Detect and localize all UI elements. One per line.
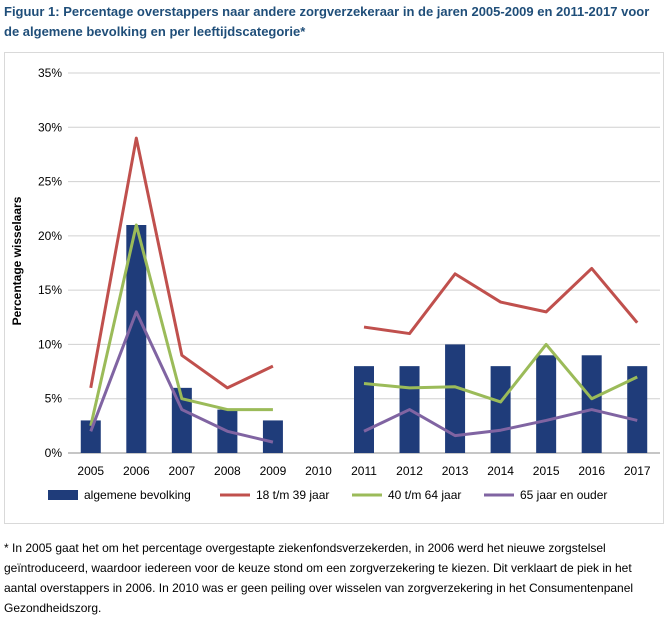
- legend-swatch: [48, 490, 78, 500]
- bar: [490, 366, 511, 453]
- figure-title: Figuur 1: Percentage overstappers naar a…: [4, 4, 650, 39]
- x-tick-label: 2010: [305, 464, 332, 478]
- x-tick-label: 2016: [578, 464, 605, 478]
- series-line: [89, 223, 273, 427]
- x-tick-label: 2007: [168, 464, 195, 478]
- x-tick-label: 2017: [624, 464, 651, 478]
- y-tick-label: 5%: [45, 392, 63, 406]
- bar: [445, 344, 466, 453]
- legend-label: 18 t/m 39 jaar: [256, 488, 329, 502]
- x-tick-label: 2015: [533, 464, 560, 478]
- series-line: [363, 342, 638, 404]
- bar: [536, 355, 557, 453]
- bar: [171, 387, 192, 453]
- y-tick-label: 30%: [38, 120, 62, 134]
- y-tick-label: 35%: [38, 66, 62, 80]
- x-tick-label: 2014: [487, 464, 514, 478]
- x-tick-label: 2005: [77, 464, 104, 478]
- series-line: [363, 408, 638, 438]
- x-tick-label: 2013: [442, 464, 469, 478]
- x-tick-label: 2009: [260, 464, 287, 478]
- y-tick-label: 20%: [38, 229, 62, 243]
- series-line: [89, 136, 274, 390]
- bar: [627, 366, 648, 453]
- y-tick-label: 10%: [38, 337, 62, 351]
- legend-label: 40 t/m 64 jaar: [388, 488, 461, 502]
- bar: [262, 420, 283, 453]
- y-axis-label: Percentage wisselaars: [10, 196, 24, 325]
- bar: [126, 225, 147, 453]
- x-tick-label: 2011: [351, 464, 377, 478]
- series-line: [89, 310, 274, 444]
- footnote: * In 2005 gaat het om het percentage ove…: [4, 541, 634, 615]
- x-tick-label: 2008: [214, 464, 241, 478]
- y-tick-label: 25%: [38, 175, 62, 189]
- chart: 0% 5% 10% 15% 20% 25% 30% 35% Percentage wissela…: [10, 66, 660, 502]
- y-tick-label: 15%: [38, 283, 62, 297]
- bar: [581, 355, 602, 453]
- series-line: [363, 266, 639, 336]
- chart-frame: [4, 52, 664, 524]
- legend-label: algemene bevolking: [84, 488, 191, 502]
- bar: [80, 420, 101, 453]
- y-tick-label: 0%: [45, 446, 63, 460]
- legend-label: 65 jaar en ouder: [520, 488, 607, 502]
- x-tick-label: 2012: [396, 464, 423, 478]
- x-tick-label: 2006: [123, 464, 150, 478]
- bar: [354, 366, 374, 453]
